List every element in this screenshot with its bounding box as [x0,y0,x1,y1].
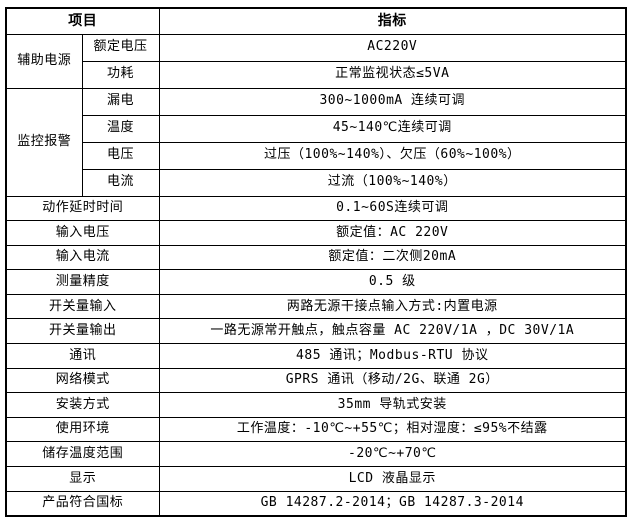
spec-value: 35mm 导轨式安装 [158,392,627,418]
table-header-row: 项目 指标 [5,7,627,35]
sub-item-label: 电压 [81,141,160,170]
spec-value: -20℃~+70℃ [158,441,627,468]
item-label: 动作延时时间 [5,195,160,222]
spec-value: 过流（100%~140%） [158,168,627,197]
spec-value: 正常监视状态≤5VA [158,60,627,89]
spec-value: 额定值：AC 220V [158,220,627,246]
spec-value: 485 通讯；Modbus-RTU 协议 [158,343,627,369]
table-row: 输入电压 额定值：AC 220V [5,220,627,246]
table-row: 电压 过压（100%~140%）、欠压（60%~100%） [6,141,627,170]
table-row: 产品符合国标 GB 14287.2-2014；GB 14287.3-2014 [5,490,627,517]
table-row: 输入电流 额定值：二次侧20mA [5,244,627,271]
table-row: 使用环境 工作温度：-10℃~+55℃；相对湿度：≤95%不结露 [5,416,627,443]
item-label: 使用环境 [5,416,160,443]
sub-item-label: 额定电压 [81,33,160,62]
table-row: 通讯 485 通讯；Modbus-RTU 协议 [5,343,627,369]
spec-value: 45~140℃连续可调 [158,114,627,143]
item-label: 输入电流 [5,244,160,271]
table-row: 测量精度 0.5 级 [5,269,627,295]
item-label: 开关量输入 [5,293,160,320]
spec-value: 0.1~60S连续可调 [158,195,627,222]
spec-value: GB 14287.2-2014；GB 14287.3-2014 [158,490,627,517]
spec-value: 额定值：二次侧20mA [158,244,627,271]
table-row: 储存温度范围 -20℃~+70℃ [5,441,627,468]
spec-value: 过压（100%~140%）、欠压（60%~100%） [158,141,627,170]
item-label: 输入电压 [5,220,160,246]
sub-item-label: 温度 [81,114,160,143]
table-row: 开关量输入 两路无源干接点输入方式:内置电源 [5,293,627,320]
table-row: 开关量输出 一路无源常开触点，触点容量 AC 220V/1A ，DC 30V/1… [5,318,627,345]
spec-value: 一路无源常开触点，触点容量 AC 220V/1A ，DC 30V/1A [158,318,627,345]
item-label: 网络模式 [5,367,160,394]
item-label: 产品符合国标 [5,490,160,517]
spec-value: 工作温度：-10℃~+55℃；相对湿度：≤95%不结露 [158,416,627,443]
item-label: 开关量输出 [5,318,160,345]
group-label-monitor-alarm: 监控报警 [5,87,83,197]
item-label: 显示 [5,466,160,492]
spec-value: LCD 液晶显示 [158,466,627,492]
spec-value: 300~1000mA 连续可调 [158,87,627,116]
table-row: 辅助电源 额定电压 AC220V [5,33,627,89]
spec-value: AC220V [158,33,627,62]
table-row: 电流 过流（100%~140%） [6,168,627,197]
table-row: 功耗 正常监视状态≤5VA [6,60,627,89]
spec-value: 0.5 级 [158,269,627,295]
item-label: 安装方式 [5,392,160,418]
spec-value: GPRS 通讯（移动/2G、联通 2G） [158,367,627,394]
spec-value: 两路无源干接点输入方式:内置电源 [158,293,627,320]
table-row: 监控报警 漏电 300~1000mA 连续可调 [5,87,627,197]
group-label-aux-power: 辅助电源 [5,33,83,89]
spec-table: 项目 指标 辅助电源 额定电压 AC220V 功耗 正常监视状态≤5VA 监控报… [5,7,627,517]
header-value-cell: 指标 [158,7,627,35]
sub-item-label: 电流 [81,168,160,197]
table-row: 显示 LCD 液晶显示 [5,466,627,492]
table-row: 温度 45~140℃连续可调 [6,114,627,143]
table-row: 网络模式 GPRS 通讯（移动/2G、联通 2G） [5,367,627,394]
header-item-cell: 项目 [5,7,160,35]
sub-item-label: 功耗 [81,60,160,89]
sub-item-label: 漏电 [81,87,160,116]
table-row: 安装方式 35mm 导轨式安装 [5,392,627,418]
table-row: 动作延时时间 0.1~60S连续可调 [5,195,627,222]
item-label: 通讯 [5,343,160,369]
item-label: 储存温度范围 [5,441,160,468]
item-label: 测量精度 [5,269,160,295]
